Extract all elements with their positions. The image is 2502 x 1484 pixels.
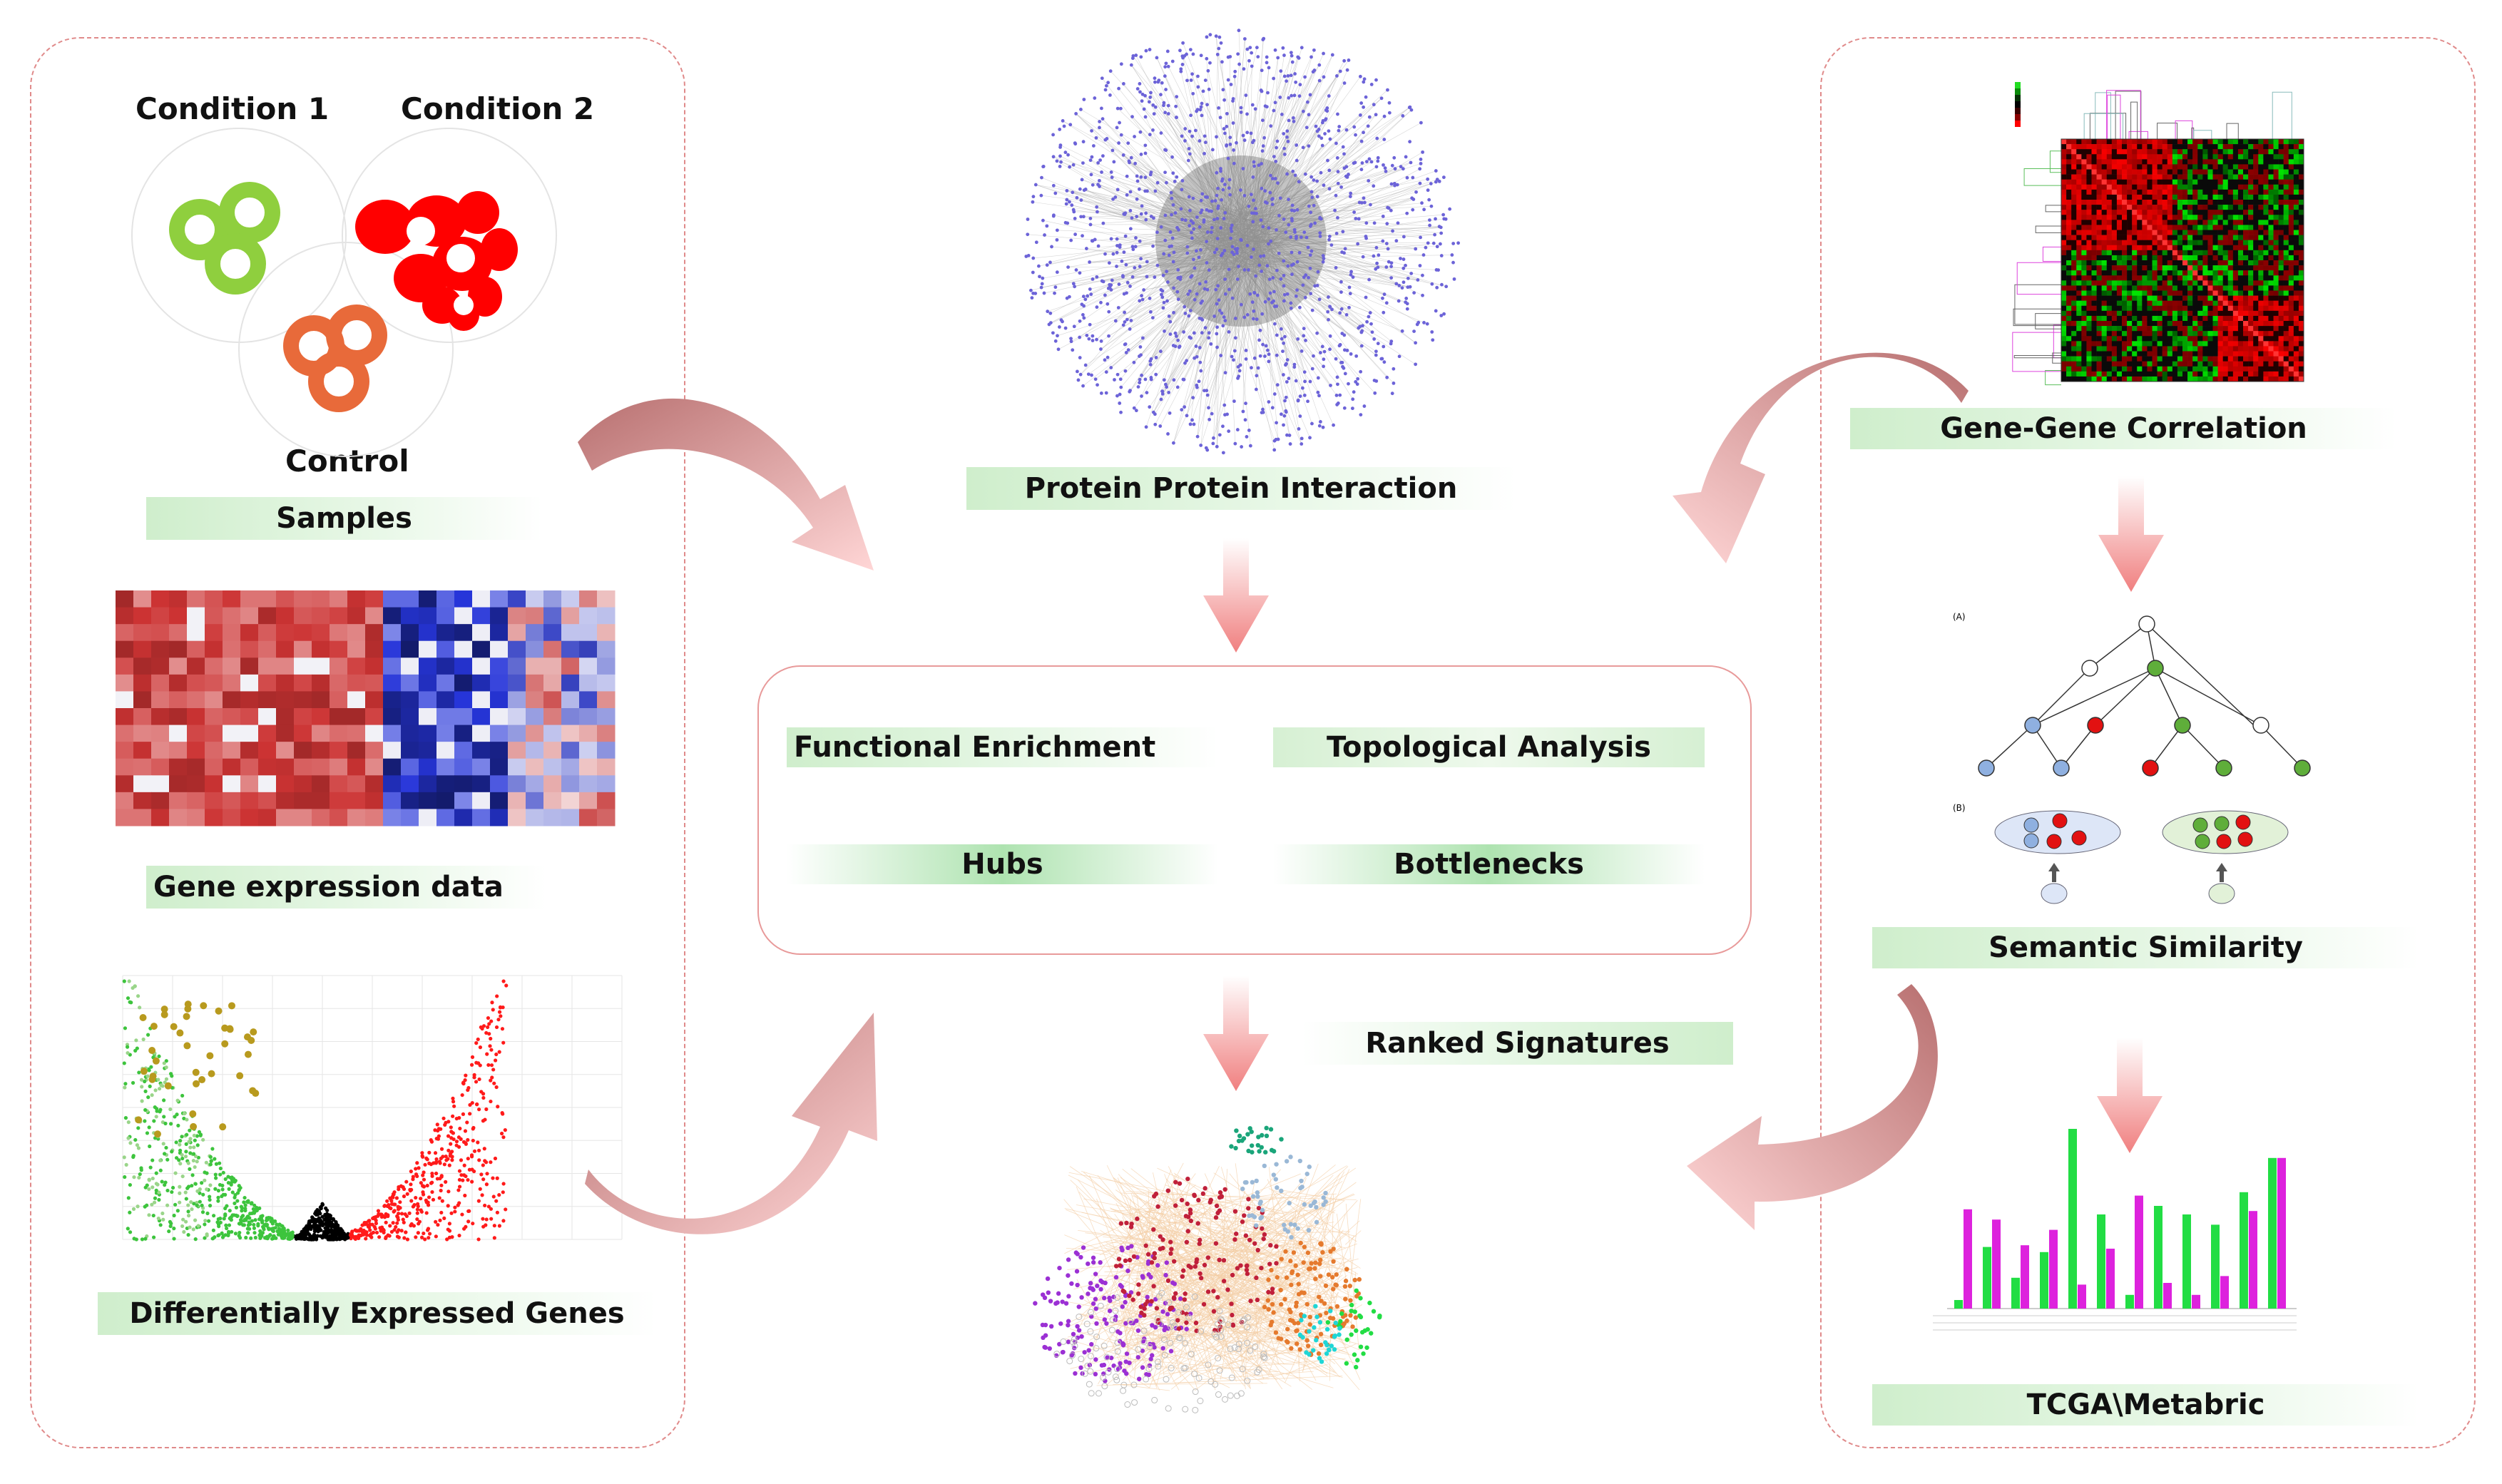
correlation-heatmap-icon <box>2012 82 2304 386</box>
sample-circles-icon <box>131 128 557 457</box>
bottlenecks-item[interactable]: Bottlenecks <box>1273 844 1705 884</box>
down-arrow-3 <box>2098 476 2164 592</box>
topological-analysis-item[interactable]: Topological Analysis <box>1273 727 1705 767</box>
ppi-network-icon <box>1024 29 1461 455</box>
ranked-signatures-banner: Ranked Signatures <box>1302 1022 1733 1065</box>
panel-b-label: (B) <box>1953 803 1966 813</box>
curved-arrow-2 <box>585 1013 877 1234</box>
right-panel <box>1820 37 2476 1448</box>
left-panel <box>30 37 685 1448</box>
heatmap-icon <box>116 590 616 827</box>
panel-a-label: (A) <box>1953 612 1966 622</box>
down-arrow-1 <box>1203 538 1269 653</box>
curved-arrow-3 <box>1673 352 1969 563</box>
tcga-metabric-banner: TCGA\Metabric <box>1872 1384 2419 1426</box>
semantic-similarity-banner: Semantic Similarity <box>1872 927 2419 968</box>
down-arrow-2 <box>1203 976 1269 1091</box>
functional-enrichment-item[interactable]: Functional Enrichment <box>787 727 1218 767</box>
gene-expression-banner: Gene expression data <box>146 866 546 909</box>
condition2-label: Condition 2 <box>401 91 595 126</box>
curved-arrow-1 <box>578 398 874 570</box>
gene-gene-correlation-banner: Gene-Gene Correlation <box>1850 408 2397 449</box>
deg-banner: Differentially Expressed Genes <box>98 1292 656 1335</box>
volcano-plot-icon <box>122 975 623 1242</box>
ppi-banner: Protein Protein Interaction <box>966 467 1516 510</box>
down-arrow-4 <box>2097 1038 2163 1153</box>
analysis-box <box>757 665 1752 955</box>
samples-banner: Samples <box>146 497 542 540</box>
bar-chart-icon <box>1933 1129 2297 1331</box>
curved-arrow-4 <box>1687 984 1938 1230</box>
go-tree-icon: (A) (B) <box>1953 612 2311 904</box>
ranked-network-icon <box>1033 1125 1382 1413</box>
hubs-item[interactable]: Hubs <box>787 844 1218 884</box>
condition1-label: Condition 1 <box>136 91 330 126</box>
